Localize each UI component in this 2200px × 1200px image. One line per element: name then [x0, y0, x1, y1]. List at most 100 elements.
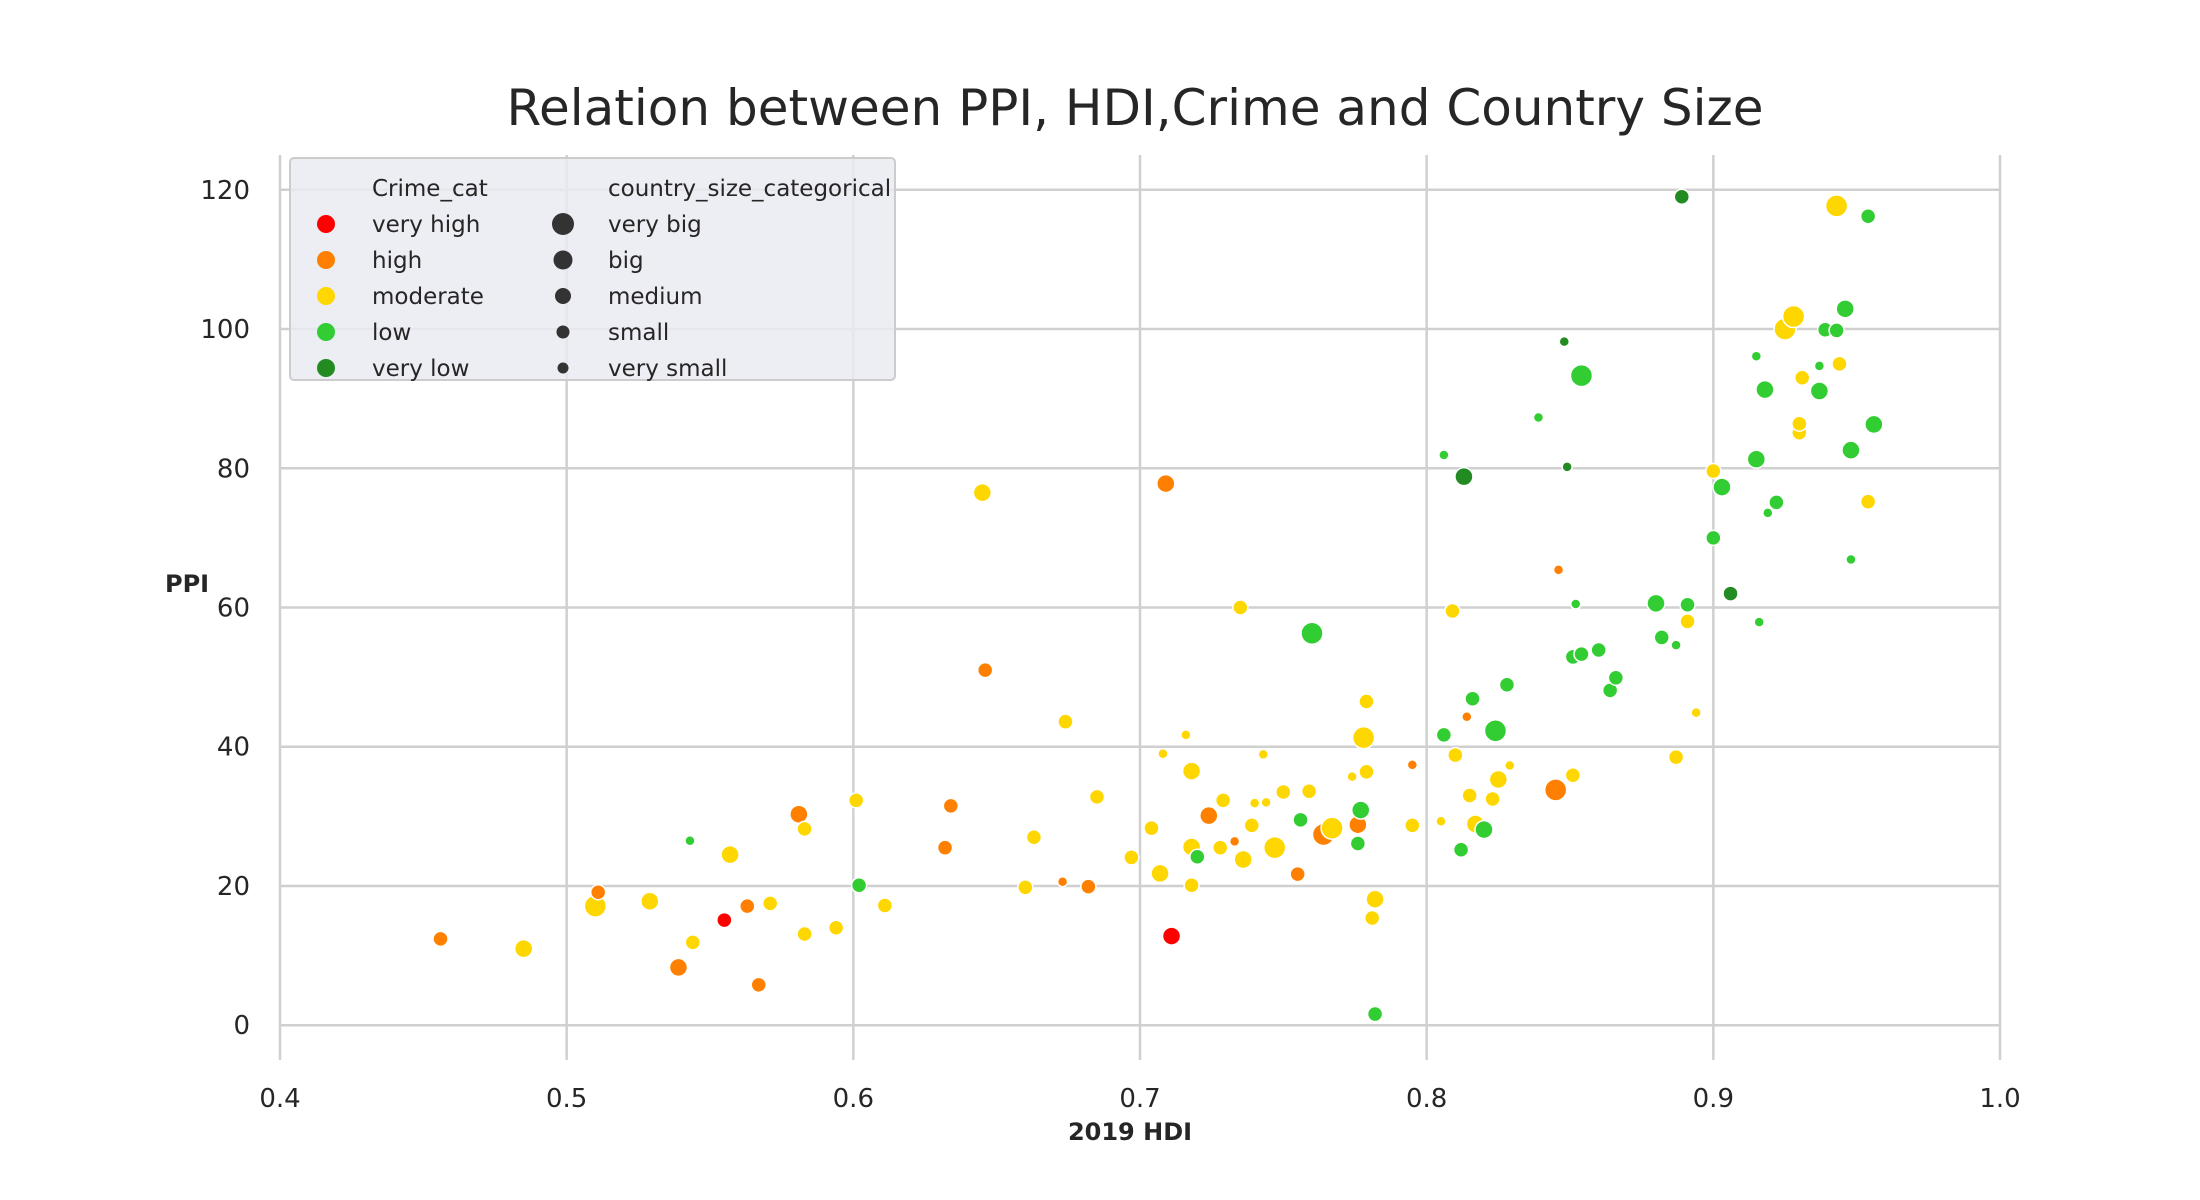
data-point [942, 797, 960, 815]
data-point [589, 883, 607, 901]
data-point [1181, 761, 1202, 781]
data-point [1212, 839, 1229, 856]
data-point [1057, 713, 1074, 730]
data-point [1753, 616, 1765, 628]
data-point [684, 834, 696, 847]
data-points [432, 188, 1884, 1023]
chart-title: Relation between PPI, HDI,Crime and Coun… [507, 79, 1764, 137]
data-point [1791, 415, 1808, 432]
data-point [1056, 876, 1069, 888]
data-point [1809, 381, 1830, 401]
data-point [1262, 835, 1287, 860]
data-point [1300, 621, 1324, 646]
data-point [936, 839, 954, 856]
data-point [1017, 879, 1034, 896]
data-point [1260, 796, 1272, 809]
data-point [1183, 877, 1200, 894]
data-point [789, 804, 809, 825]
y-tick-label: 40 [217, 733, 250, 763]
data-point [1750, 350, 1763, 362]
legend-marker [317, 215, 335, 233]
data-point [1189, 848, 1206, 865]
data-point [1653, 629, 1670, 646]
data-point [1454, 466, 1474, 487]
data-point [1150, 863, 1170, 884]
legend-label: very high [372, 212, 480, 238]
legend-title-size: country_size_categorical [608, 176, 891, 202]
data-point [668, 957, 689, 978]
data-point [1813, 360, 1826, 372]
legend-marker [552, 213, 574, 235]
data-point [1404, 817, 1421, 834]
data-point [1406, 759, 1419, 771]
data-point [1232, 599, 1249, 616]
legend-marker [317, 287, 335, 305]
data-point [1349, 835, 1367, 852]
data-point [1346, 770, 1358, 783]
data-point [796, 925, 813, 943]
data-point [1498, 676, 1516, 694]
legend-box [289, 157, 896, 381]
y-tick-label: 80 [217, 454, 250, 484]
x-tick-label: 0.7 [1119, 1084, 1160, 1114]
data-point [1214, 792, 1232, 809]
y-axis-label: PPI [165, 570, 209, 598]
data-point [1180, 729, 1192, 741]
x-tick-label: 0.9 [1693, 1084, 1734, 1114]
data-point [1358, 693, 1375, 710]
data-point [1488, 769, 1509, 790]
data-point [827, 919, 845, 936]
x-axis-label: 2019 HDI [1068, 1118, 1192, 1146]
data-point [1824, 194, 1849, 218]
data-point [1646, 593, 1666, 614]
data-point [1320, 816, 1344, 840]
legend-marker [553, 250, 573, 270]
data-point [976, 661, 994, 679]
data-point [1755, 379, 1775, 400]
y-tick-label: 20 [217, 872, 250, 902]
data-point [1569, 363, 1594, 388]
legend-marker [317, 323, 335, 341]
data-point [761, 895, 779, 912]
data-point [1590, 641, 1607, 659]
data-point [1025, 828, 1043, 846]
data-point [1768, 494, 1785, 511]
data-point [1762, 507, 1774, 519]
data-point [972, 482, 993, 503]
data-point [1679, 596, 1696, 613]
data-point [1532, 411, 1545, 424]
data-point [1667, 748, 1685, 766]
data-point [1746, 449, 1767, 469]
data-point [1828, 322, 1845, 339]
data-point [1228, 835, 1241, 848]
data-point [1831, 355, 1848, 373]
data-point [1705, 529, 1722, 547]
y-tick-label: 60 [217, 594, 250, 624]
data-point [1859, 493, 1877, 510]
legend-label: moderate [372, 284, 484, 310]
data-point [1435, 815, 1447, 827]
x-tick-label: 0.5 [546, 1084, 587, 1114]
legend-label: low [372, 320, 411, 346]
data-point [876, 897, 894, 914]
data-point [850, 877, 868, 894]
x-tick-label: 0.4 [259, 1084, 300, 1114]
y-tick-label: 0 [233, 1011, 250, 1041]
data-point [1233, 849, 1253, 870]
x-tick-label: 0.6 [833, 1084, 874, 1114]
data-point [1722, 585, 1739, 602]
data-point [1558, 335, 1571, 348]
data-point [1679, 613, 1696, 630]
data-point [847, 792, 865, 809]
data-point [513, 938, 534, 959]
data-point [1781, 304, 1806, 329]
y-tick-label: 120 [200, 176, 250, 206]
data-point [1156, 473, 1176, 494]
data-point [1504, 759, 1516, 772]
y-axis-ticks: 0 20 40 60 80 100 120 [200, 176, 250, 1041]
data-point [1561, 461, 1573, 473]
data-point [1461, 711, 1473, 723]
data-point [1289, 865, 1306, 883]
legend-label: very big [608, 212, 702, 238]
data-point [1543, 778, 1568, 802]
